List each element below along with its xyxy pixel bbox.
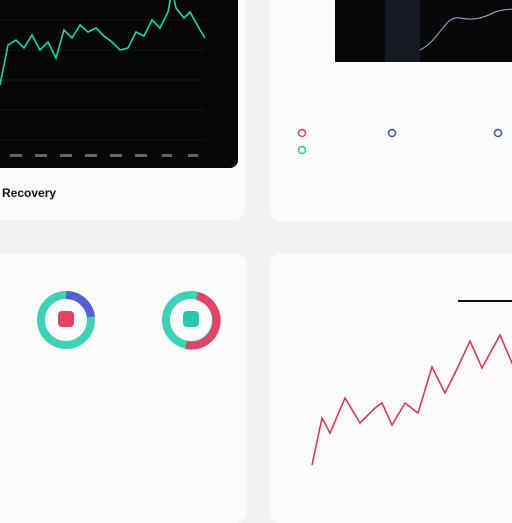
- chart: [311, 300, 512, 466]
- legend-dot: [387, 128, 397, 138]
- highlight-band: [385, 0, 420, 62]
- donuts: [37, 290, 221, 350]
- card: [270, 0, 512, 222]
- chart-panel: [297, 0, 512, 155]
- donut-segment: [65, 290, 95, 318]
- line: [419, 8, 512, 51]
- icon: [58, 311, 74, 327]
- line: [311, 333, 512, 466]
- card: [0, 0, 245, 220]
- grid: [0, 19, 205, 141]
- chart-panel: [0, 0, 238, 168]
- legend-dot: [297, 145, 307, 155]
- panel-bg: [0, 0, 238, 168]
- donut-segment: [185, 292, 221, 350]
- axis-ticks: [10, 154, 198, 157]
- card: [270, 253, 512, 523]
- legend-dot: [493, 128, 503, 138]
- panel-bg: [335, 0, 512, 62]
- icon: [183, 311, 199, 327]
- page: {"cards": [{"title": "Recovery"}]} Recov…: [0, 0, 512, 466]
- line: [0, 0, 206, 86]
- card-title: Recovery: [2, 186, 57, 200]
- card: [0, 253, 247, 523]
- legend-dot: [297, 128, 307, 138]
